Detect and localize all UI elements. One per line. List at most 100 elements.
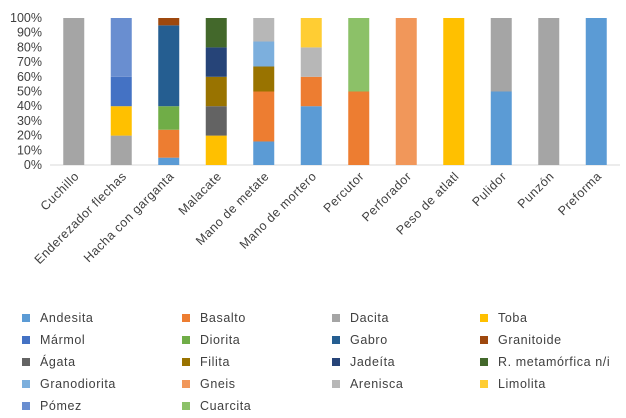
legend-swatch	[182, 380, 190, 388]
x-tick-label: Cuchillo	[38, 169, 82, 213]
legend-label: Andesita	[40, 311, 94, 325]
legend-swatch	[480, 336, 488, 344]
legend-item: Mármol	[22, 332, 85, 348]
legend-label: Limolita	[498, 377, 546, 391]
legend-swatch	[182, 358, 190, 366]
legend-item: Toba	[480, 310, 528, 326]
bar-segment	[158, 18, 180, 26]
x-tick-label: Preforma	[555, 169, 604, 218]
legend-swatch	[332, 380, 340, 388]
bar-segment	[300, 106, 322, 165]
bar-segment	[110, 106, 132, 136]
x-tick-label: Pulidor	[469, 169, 509, 209]
bar-segment	[205, 18, 227, 48]
legend-swatch	[480, 358, 488, 366]
legend-item: Andesita	[22, 310, 93, 326]
legend-swatch	[332, 336, 340, 344]
bar-segment	[490, 91, 512, 165]
legend-item: Dacita	[332, 310, 389, 326]
legend-label: Granitoide	[498, 333, 562, 347]
bar-segment	[110, 76, 132, 107]
legend-label: Granodiorita	[40, 377, 116, 391]
bar-segment	[63, 18, 85, 165]
bar-segment	[205, 106, 227, 136]
legend-swatch	[480, 314, 488, 322]
bar-segment	[205, 76, 227, 107]
legend-label: R. metamórfica n/i	[498, 355, 611, 369]
legend-item: Pómez	[22, 398, 82, 414]
legend-label: Gneis	[200, 377, 236, 391]
legend-swatch	[22, 358, 30, 366]
legend-item: Arenisca	[332, 376, 403, 392]
legend-item: Jadeíta	[332, 354, 395, 370]
y-tick-label: 0%	[24, 158, 42, 172]
bar-segment	[253, 41, 275, 67]
x-tick-label: Punzón	[515, 169, 557, 211]
bar-segment	[205, 47, 227, 77]
legend-item: Diorita	[182, 332, 240, 348]
bar-segment	[300, 18, 322, 48]
bar-segment	[158, 106, 180, 130]
x-tick-label: Malacate	[176, 169, 225, 218]
legend-swatch	[22, 336, 30, 344]
legend-swatch	[182, 336, 190, 344]
legend-swatch	[182, 314, 190, 322]
legend-label: Cuarcita	[200, 399, 252, 413]
bar-segment	[158, 25, 180, 107]
legend-swatch	[332, 358, 340, 366]
bar-segment	[348, 91, 370, 165]
bar-segment	[443, 18, 465, 165]
bar-segment	[585, 18, 607, 165]
y-tick-label: 60%	[17, 70, 42, 84]
y-tick-label: 100%	[10, 11, 42, 25]
legend-label: Pómez	[40, 399, 82, 413]
legend-label: Jadeíta	[350, 355, 396, 369]
legend-label: Gabro	[350, 333, 388, 347]
legend-item: R. metamórfica n/i	[480, 354, 610, 370]
legend-swatch	[22, 402, 30, 410]
bar-segment	[158, 129, 180, 158]
bar-segment	[253, 91, 275, 142]
legend-label: Arenisca	[350, 377, 404, 391]
legend-swatch	[182, 402, 190, 410]
legend-item: Filita	[182, 354, 230, 370]
legend-label: Filita	[200, 355, 230, 369]
bar-segment	[110, 18, 132, 77]
legend-label: Mármol	[40, 333, 86, 347]
bar-segment	[253, 18, 275, 42]
bar-segment	[253, 141, 275, 165]
legend-label: Dacita	[350, 311, 390, 325]
x-tick-label: Percutor	[321, 169, 367, 215]
legend-item: Limolita	[480, 376, 546, 392]
legend-item: Ágata	[22, 354, 76, 370]
bar-segment	[158, 157, 180, 165]
bar-segment	[395, 18, 417, 165]
y-tick-label: 20%	[17, 129, 42, 143]
stacked-bar-chart: 0%10%20%30%40%50%60%70%80%90%100% Cuchill…	[10, 11, 620, 267]
y-tick-label: 90%	[17, 26, 42, 40]
bar-segment	[300, 47, 322, 77]
bar-segment	[253, 66, 275, 92]
legend-label: Ágata	[40, 355, 76, 369]
x-tick-label: Enderezador flechas	[32, 169, 130, 267]
y-tick-label: 40%	[17, 99, 42, 113]
legend-item: Basalto	[182, 310, 246, 326]
legend-swatch	[22, 314, 30, 322]
legend-swatch	[332, 314, 340, 322]
bar-segment	[490, 18, 512, 92]
legend-item: Granodiorita	[22, 376, 116, 392]
legend-label: Toba	[498, 311, 528, 325]
legend-label: Basalto	[200, 311, 246, 325]
bar-segment	[300, 76, 322, 107]
legend-item: Gneis	[182, 376, 236, 392]
y-tick-label: 50%	[17, 85, 42, 99]
x-tick-label: Hacha con garganta	[81, 169, 177, 265]
bar-segment	[110, 135, 132, 165]
legend-swatch	[22, 380, 30, 388]
y-tick-label: 30%	[17, 114, 42, 128]
legend-item: Cuarcita	[182, 398, 251, 414]
legend-item: Gabro	[332, 332, 388, 348]
bar-segment	[205, 135, 227, 165]
y-tick-label: 70%	[17, 55, 42, 69]
